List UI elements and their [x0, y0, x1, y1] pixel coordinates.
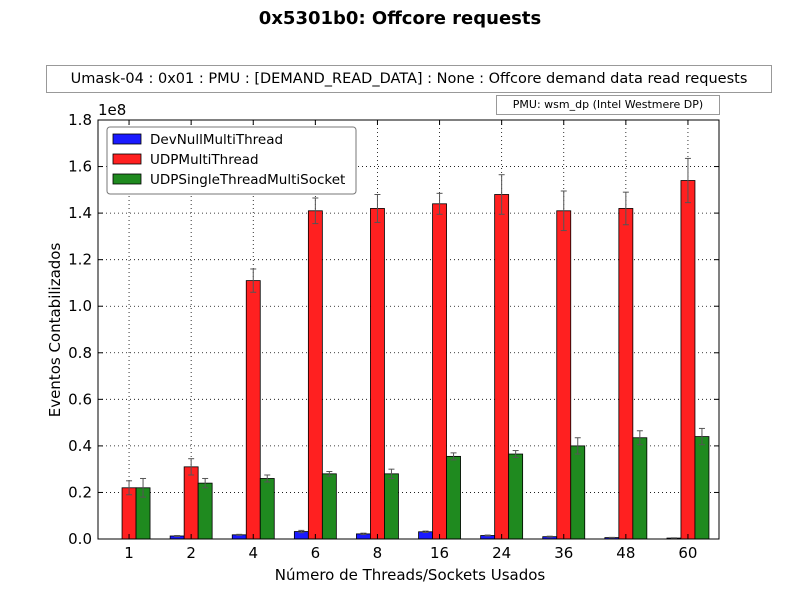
x-tick-label: 48	[616, 544, 635, 562]
y-tick-label: 0.6	[68, 390, 92, 408]
bar	[322, 474, 336, 539]
y-tick-label: 1.2	[68, 251, 92, 269]
legend-label: UDPMultiThread	[150, 152, 259, 168]
y-multiplier-label: 1e8	[98, 101, 126, 119]
bar	[619, 208, 633, 539]
x-axis-label: Número de Threads/Sockets Usados	[275, 566, 546, 584]
bar	[260, 478, 274, 539]
y-tick-label: 1.0	[68, 297, 92, 315]
bar	[308, 211, 322, 539]
bar	[184, 467, 198, 539]
bar	[571, 446, 585, 539]
x-tick-label: 16	[430, 544, 449, 562]
bar	[122, 488, 136, 539]
bar	[433, 204, 447, 539]
bar	[447, 456, 461, 539]
y-tick-label: 1.8	[68, 111, 92, 129]
x-tick-label: 2	[186, 544, 196, 562]
bar	[695, 437, 709, 539]
x-tick-label: 36	[554, 544, 573, 562]
x-tick-label: 60	[678, 544, 697, 562]
x-tick-label: 1	[124, 544, 134, 562]
legend-swatch	[113, 154, 141, 164]
y-tick-label: 0.8	[68, 344, 92, 362]
bar	[509, 454, 523, 539]
bar	[246, 281, 260, 539]
bar	[681, 181, 695, 539]
x-tick-label: 4	[248, 544, 258, 562]
y-tick-label: 1.4	[68, 204, 92, 222]
legend: DevNullMultiThread UDPMultiThread UDPSingl…	[107, 127, 356, 194]
bar	[384, 474, 398, 539]
pmu-annotation: PMU: wsm_dp (Intel Westmere DP)	[496, 95, 720, 115]
legend-label: DevNullMultiThread	[150, 132, 283, 148]
y-tick-label: 0.0	[68, 530, 92, 548]
y-axis-label: Eventos Contabilizados	[46, 243, 64, 418]
bar	[198, 483, 212, 539]
x-tick-label: 6	[311, 544, 321, 562]
x-tick-label: 8	[373, 544, 383, 562]
y-tick-label: 0.4	[68, 437, 92, 455]
y-tick-label: 1.6	[68, 158, 92, 176]
bars-layer	[122, 158, 709, 539]
x-tick-label: 24	[492, 544, 511, 562]
bar	[633, 438, 647, 539]
bar	[557, 211, 571, 539]
legend-label: UDPSingleThreadMultiSocket	[150, 172, 345, 188]
bar	[495, 194, 509, 539]
legend-swatch	[113, 174, 141, 184]
bar	[370, 208, 384, 539]
y-tick-label: 0.2	[68, 483, 92, 501]
legend-swatch	[113, 134, 141, 144]
